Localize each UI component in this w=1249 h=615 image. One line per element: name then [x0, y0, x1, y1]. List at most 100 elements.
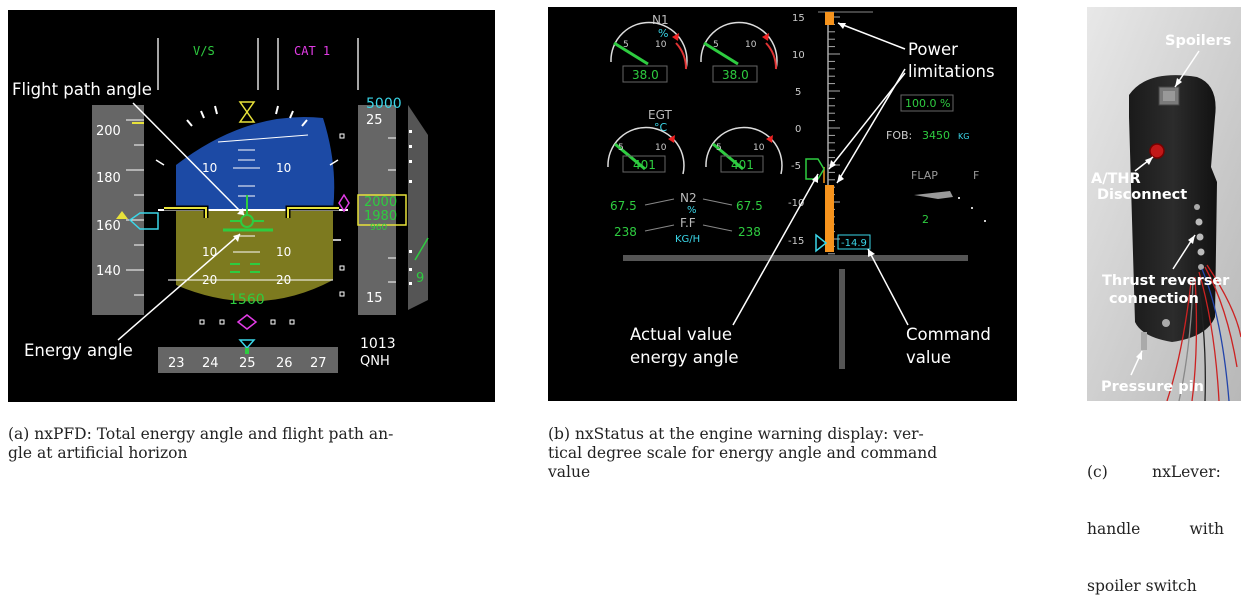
lever-photo: Spoilers A/THR Disconnect Thrust reverse…	[1087, 7, 1241, 401]
caption-c-line1: (c) nxLever:	[1087, 463, 1221, 481]
egt-gauge-left	[607, 126, 685, 175]
alt-tick-15: 15	[366, 291, 383, 306]
label-spoilers: Spoilers	[1165, 33, 1231, 49]
egt-right-tick-10: 10	[753, 143, 765, 153]
label-reverser-2: connection	[1109, 291, 1199, 307]
thrust-percent: 100.0 %	[905, 97, 950, 110]
caption-c-line3: spoiler switch	[1087, 577, 1197, 595]
speed-tick-140: 140	[96, 264, 121, 279]
speed-tick-160: 160	[96, 219, 121, 234]
label-athr-2: Disconnect	[1097, 187, 1187, 203]
alt-readout-top: 2000	[364, 195, 397, 210]
altitude-readout-box	[357, 194, 407, 226]
caption-a-line2: gle at artificial horizon	[8, 444, 188, 462]
scale-label-5: 5	[795, 87, 801, 98]
speed-tape	[92, 105, 144, 315]
pitch-label-up-right: 10	[276, 161, 291, 175]
speed-tick-200: 200	[96, 124, 121, 139]
caption-c-line2: handle with	[1087, 520, 1224, 538]
annotation-actual-1: Actual value	[630, 325, 732, 344]
caption-a: (a) nxPFD: Total energy angle and flight…	[8, 425, 498, 463]
fma-vs: V/S	[193, 44, 215, 58]
alt-target: 5000	[366, 96, 402, 112]
label-reverser-1: Thrust reverser	[1102, 273, 1230, 289]
alt-readout-low: 960	[370, 223, 387, 233]
annotation-power-1: Power	[908, 40, 958, 59]
approach-diamond-icon	[338, 193, 350, 213]
scale-label-15: 15	[792, 13, 805, 24]
heading-tick-27: 27	[310, 356, 327, 371]
annotation-flight-path-angle: Flight path angle	[12, 80, 152, 99]
scale-label-10: 10	[792, 50, 805, 61]
label-athr-1: A/THR	[1091, 171, 1141, 187]
scale-label-neg10: -10	[788, 198, 804, 209]
pitch-label-20-right: 20	[276, 273, 291, 287]
fob-unit: KG	[958, 132, 969, 141]
caption-b: (b) nxStatus at the engine warning displ…	[548, 425, 1018, 482]
annotation-command-1: Command	[906, 325, 991, 344]
n1-right-tick-10: 10	[745, 40, 757, 50]
pfd-panel: V/S CAT 1 200 180 160 140 10 10 10 10 20…	[8, 10, 495, 402]
actual-value-marker-icon	[805, 158, 825, 180]
altitude-tape	[358, 105, 396, 315]
ff-left-value: 238	[614, 225, 637, 239]
heading-tick-25: 25	[239, 356, 256, 371]
scale-label-0: 0	[795, 124, 801, 135]
flap-label: FLAP	[911, 169, 938, 182]
fob-label: FOB:	[886, 129, 912, 142]
n1-right-tick-5: 5	[713, 40, 719, 50]
vsi-scale	[408, 105, 428, 310]
n2-label: N2	[680, 191, 697, 205]
ff-unit: KG/H	[675, 234, 700, 245]
heading-tick-24: 24	[202, 356, 219, 371]
flap-f: F	[973, 169, 979, 182]
flap-value: 2	[922, 213, 929, 226]
n1-left-tick-5: 5	[623, 40, 629, 50]
n2-unit: %	[687, 205, 697, 216]
egt-left-value: 401	[633, 158, 656, 172]
status-display: N1 % 5 10 38.0 5 10 38.0 EGT °C 5 10 401…	[607, 11, 995, 369]
cable-bundle	[1166, 264, 1241, 401]
annotation-energy-angle: Energy angle	[24, 341, 133, 360]
heading-bug-icon	[238, 339, 256, 350]
n1-unit: %	[658, 27, 668, 40]
roll-pointer-icon	[238, 101, 256, 114]
label-pressure-pin: Pressure pin	[1101, 379, 1204, 395]
scale-label-neg15: -15	[788, 236, 804, 247]
baro-value: 1013	[360, 336, 396, 352]
caption-c: (c) nxLever: handle with spoiler switch	[1087, 425, 1247, 615]
command-marker-icon	[815, 233, 828, 253]
egt-right-value: 401	[731, 158, 754, 172]
command-readout-box	[837, 234, 871, 250]
vs-value: 9	[416, 271, 424, 286]
lever-photo-panel: Spoilers A/THR Disconnect Thrust reverse…	[1087, 7, 1241, 401]
ff-label: F.F	[680, 216, 696, 230]
caption-b-line3: value	[548, 463, 591, 481]
n1-label: N1	[652, 13, 669, 27]
caption-b-line2: tical degree scale for energy angle and …	[548, 444, 938, 462]
egt-label: EGT	[648, 108, 672, 122]
egt-gauge-right	[705, 126, 783, 175]
caption-a-line1: (a) nxPFD: Total energy angle and flight…	[8, 425, 394, 443]
n1-right-value: 38.0	[722, 68, 749, 82]
display-stem	[839, 269, 845, 369]
annotation-actual-2: energy angle	[630, 348, 739, 367]
ff-right-value: 238	[738, 225, 761, 239]
alt-readout-mid: 1980	[364, 209, 397, 224]
n1-left-value: 38.0	[632, 68, 659, 82]
radio-altitude: 1560	[229, 292, 265, 308]
egt-left-tick-10: 10	[655, 143, 667, 153]
baro-unit: QNH	[360, 354, 390, 369]
command-readout: -14.9	[841, 238, 867, 249]
status-panel: N1 % 5 10 38.0 5 10 38.0 EGT °C 5 10 401…	[548, 7, 1017, 401]
fob-value: 3450	[922, 129, 950, 142]
egt-unit: °C	[654, 121, 668, 134]
n2-right-value: 67.5	[736, 199, 763, 213]
n2-left-value: 67.5	[610, 199, 637, 213]
display-divider	[623, 255, 968, 261]
scale-label-neg5: -5	[791, 161, 801, 172]
power-limit-bar-bottom	[825, 185, 834, 252]
speed-tick-180: 180	[96, 171, 121, 186]
lever-handle	[1129, 75, 1217, 342]
athr-disconnect-button	[1149, 143, 1165, 159]
